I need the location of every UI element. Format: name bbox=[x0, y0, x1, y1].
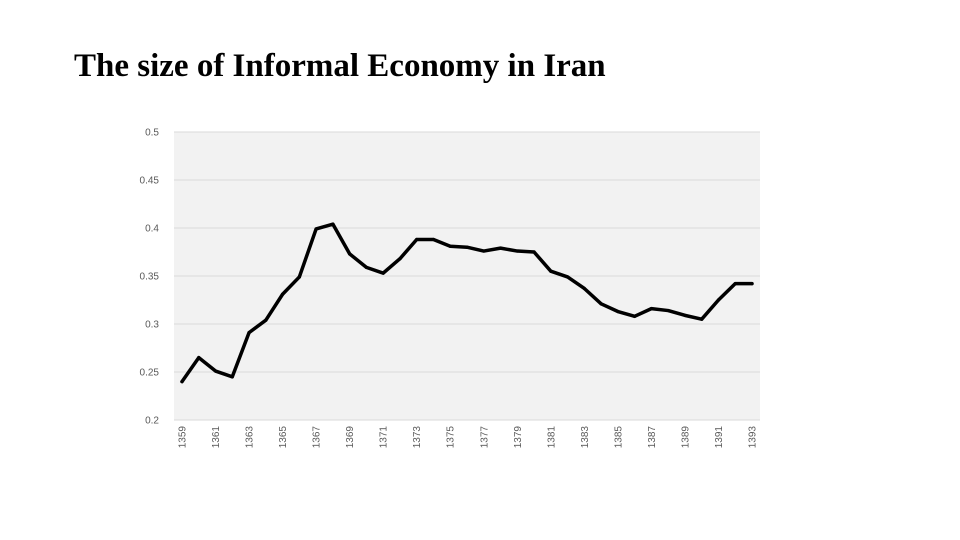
data-point bbox=[716, 298, 721, 302]
x-tick-label: 1371 bbox=[379, 426, 390, 449]
x-tick-label: 1393 bbox=[748, 426, 759, 449]
data-point bbox=[331, 222, 335, 226]
data-point bbox=[549, 269, 553, 273]
x-tick-label: 1385 bbox=[613, 426, 624, 449]
data-point bbox=[733, 282, 737, 286]
x-tick-label: 1363 bbox=[245, 426, 256, 449]
data-point bbox=[398, 257, 402, 261]
x-tick-label: 1373 bbox=[412, 426, 423, 449]
y-axis: 0.2 0.25 0.3 0.35 0.4 0.45 0.5 bbox=[140, 128, 160, 427]
y-tick-label: 0.4 bbox=[145, 224, 159, 235]
x-tick-label: 1389 bbox=[680, 426, 691, 449]
data-point bbox=[649, 307, 654, 311]
data-point bbox=[700, 317, 704, 321]
x-tick-label: 1391 bbox=[714, 426, 725, 449]
x-tick-label: 1359 bbox=[178, 426, 189, 449]
data-point bbox=[415, 237, 419, 242]
data-point bbox=[448, 244, 452, 248]
data-point bbox=[230, 375, 234, 379]
x-tick-label: 1379 bbox=[513, 426, 524, 449]
data-point bbox=[280, 292, 285, 296]
y-tick-label: 0.45 bbox=[140, 176, 160, 187]
x-tick-label: 1375 bbox=[446, 426, 457, 449]
x-tick-label: 1369 bbox=[345, 426, 356, 449]
data-point bbox=[599, 302, 603, 306]
data-point bbox=[498, 246, 503, 250]
gridlines bbox=[174, 131, 760, 421]
y-tick-label: 0.25 bbox=[140, 368, 160, 379]
data-point bbox=[348, 252, 352, 256]
data-point bbox=[582, 286, 586, 291]
x-tick-label: 1387 bbox=[647, 426, 658, 449]
data-point bbox=[683, 313, 687, 317]
data-point bbox=[197, 356, 201, 360]
y-tick-label: 0.35 bbox=[140, 272, 160, 283]
x-tick-label: 1381 bbox=[546, 426, 557, 449]
y-tick-label: 0.2 bbox=[145, 416, 159, 427]
data-point bbox=[633, 314, 637, 318]
data-point bbox=[297, 275, 301, 279]
x-tick-label: 1367 bbox=[312, 426, 323, 449]
data-point bbox=[180, 380, 184, 384]
x-axis: 1359 1361 1363 1365 1367 1369 1371 1373 1375 1377… bbox=[178, 426, 759, 449]
x-tick-label: 1361 bbox=[211, 426, 222, 449]
y-tick-label: 0.3 bbox=[145, 320, 159, 331]
data-point bbox=[532, 250, 536, 254]
data-point bbox=[616, 309, 620, 314]
data-point bbox=[666, 308, 670, 313]
data-point bbox=[264, 318, 268, 322]
data-point bbox=[515, 249, 519, 253]
data-point bbox=[565, 275, 570, 279]
data-point bbox=[213, 369, 218, 373]
x-tick-label: 1365 bbox=[278, 426, 289, 449]
data-point bbox=[247, 331, 251, 335]
y-tick-label: 0.5 bbox=[145, 128, 159, 139]
data-point bbox=[381, 271, 385, 275]
x-tick-label: 1383 bbox=[580, 426, 591, 449]
data-point bbox=[465, 245, 469, 249]
series-group bbox=[180, 222, 754, 384]
data-point bbox=[314, 227, 318, 231]
data-point bbox=[431, 237, 436, 242]
data-point bbox=[364, 265, 369, 269]
x-tick-label: 1377 bbox=[479, 426, 490, 449]
data-point bbox=[482, 249, 486, 253]
data-point bbox=[750, 282, 754, 286]
chart-title: The size of Informal Economy in Iran bbox=[74, 48, 606, 84]
